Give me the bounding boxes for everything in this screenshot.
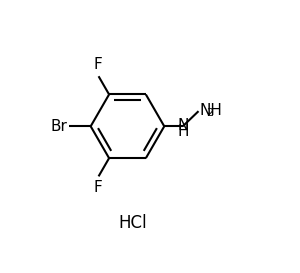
Text: F: F	[93, 180, 102, 195]
Text: F: F	[93, 57, 102, 72]
Text: 2: 2	[206, 108, 214, 118]
Text: NH: NH	[199, 103, 222, 118]
Text: N: N	[178, 118, 189, 133]
Text: H: H	[178, 124, 189, 139]
Text: HCl: HCl	[118, 214, 147, 232]
Text: Br: Br	[51, 119, 68, 134]
